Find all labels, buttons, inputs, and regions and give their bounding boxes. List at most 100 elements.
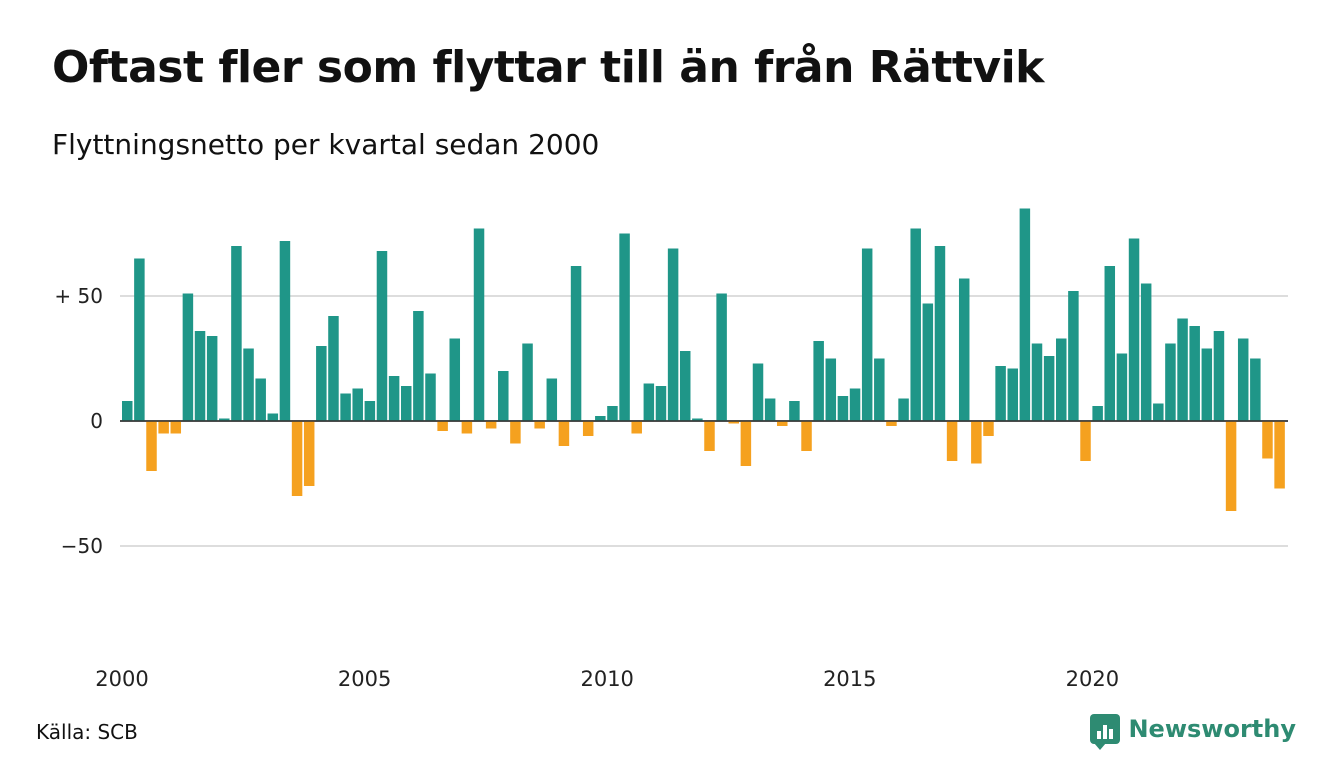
bar bbox=[1080, 421, 1091, 461]
bar bbox=[825, 358, 837, 421]
bar bbox=[752, 363, 764, 421]
bar bbox=[995, 366, 1006, 421]
bar bbox=[255, 378, 266, 421]
bar bbox=[1007, 368, 1018, 421]
bar bbox=[291, 421, 303, 496]
bar bbox=[510, 421, 521, 444]
bar bbox=[643, 383, 655, 421]
bar bbox=[740, 421, 752, 466]
bar bbox=[1019, 208, 1031, 421]
bar bbox=[388, 376, 400, 421]
bar bbox=[1165, 343, 1176, 421]
bar bbox=[922, 303, 934, 421]
bar bbox=[777, 421, 788, 426]
bar bbox=[558, 421, 570, 446]
bar bbox=[158, 421, 169, 434]
bar bbox=[206, 336, 218, 421]
bar bbox=[1153, 403, 1164, 421]
bar bbox=[837, 396, 849, 421]
bar bbox=[1189, 326, 1200, 421]
bar bbox=[1262, 421, 1273, 459]
bar bbox=[1056, 338, 1067, 421]
bar bbox=[595, 416, 606, 421]
source-label: Källa: SCB bbox=[36, 720, 138, 744]
bar bbox=[971, 421, 982, 464]
bar bbox=[1177, 318, 1188, 421]
bar bbox=[400, 386, 412, 421]
bar bbox=[1250, 358, 1261, 421]
bar bbox=[352, 388, 363, 421]
bar-chart-icon bbox=[1090, 714, 1121, 750]
bar bbox=[1201, 348, 1213, 421]
x-tick-label: 2000 bbox=[95, 667, 148, 691]
bar bbox=[1213, 331, 1225, 421]
bar bbox=[1092, 406, 1103, 421]
bar bbox=[1274, 421, 1285, 489]
x-tick-label: 2015 bbox=[823, 667, 876, 691]
bar bbox=[522, 343, 533, 421]
bar bbox=[485, 421, 497, 429]
bar bbox=[655, 386, 667, 421]
bar bbox=[716, 293, 727, 421]
bar bbox=[874, 358, 885, 421]
bar bbox=[1068, 291, 1079, 421]
bar bbox=[473, 228, 485, 421]
bar bbox=[692, 418, 703, 421]
bar-chart: + 50 0 −50 2000 2005 2010 2015 2020 bbox=[54, 208, 1288, 691]
bar bbox=[1104, 266, 1116, 421]
bar bbox=[1116, 353, 1128, 421]
y-tick-label: −50 bbox=[61, 534, 103, 558]
bar bbox=[303, 421, 315, 486]
bar bbox=[886, 421, 897, 426]
bar bbox=[861, 248, 873, 421]
bar bbox=[328, 316, 339, 421]
bar bbox=[934, 246, 946, 421]
y-tick-label: 0 bbox=[90, 409, 103, 433]
bar bbox=[910, 228, 921, 421]
bar bbox=[849, 388, 861, 421]
bar bbox=[1225, 421, 1237, 511]
bar bbox=[582, 421, 594, 436]
bar bbox=[813, 341, 824, 421]
bar bbox=[340, 393, 351, 421]
bar bbox=[946, 421, 958, 461]
bar bbox=[461, 421, 473, 434]
bar bbox=[449, 338, 461, 421]
bar bbox=[619, 233, 630, 421]
bar bbox=[898, 398, 909, 421]
bar bbox=[498, 371, 509, 421]
bar bbox=[764, 398, 776, 421]
bar bbox=[194, 331, 206, 421]
x-tick-label: 2020 bbox=[1066, 667, 1119, 691]
bar bbox=[546, 378, 558, 421]
bar bbox=[801, 421, 812, 451]
bar bbox=[231, 246, 242, 421]
bar bbox=[170, 421, 182, 434]
x-tick-label: 2010 bbox=[580, 667, 633, 691]
bar bbox=[704, 421, 715, 451]
bar bbox=[1128, 238, 1140, 421]
y-tick-label: + 50 bbox=[54, 284, 103, 308]
brand-logo: Newsworthy bbox=[1090, 714, 1296, 750]
bar bbox=[983, 421, 994, 436]
bar bbox=[243, 348, 254, 421]
bar bbox=[1237, 338, 1249, 421]
bar bbox=[679, 351, 691, 421]
bar bbox=[607, 406, 618, 421]
chart-title: Oftast fler som flyttar till än från Rät… bbox=[52, 42, 1044, 93]
bar bbox=[413, 311, 424, 421]
bar bbox=[534, 421, 545, 429]
bar bbox=[122, 401, 133, 421]
bar bbox=[728, 421, 739, 424]
bar bbox=[219, 418, 230, 421]
bar bbox=[316, 346, 327, 421]
bar bbox=[134, 258, 145, 421]
bar bbox=[631, 421, 642, 434]
bar bbox=[1031, 343, 1043, 421]
bar bbox=[267, 413, 279, 421]
bar bbox=[1043, 356, 1055, 421]
bar bbox=[1140, 283, 1152, 421]
bar bbox=[279, 241, 291, 421]
bar bbox=[425, 373, 436, 421]
chart-subtitle: Flyttningsnetto per kvartal sedan 2000 bbox=[52, 128, 600, 161]
